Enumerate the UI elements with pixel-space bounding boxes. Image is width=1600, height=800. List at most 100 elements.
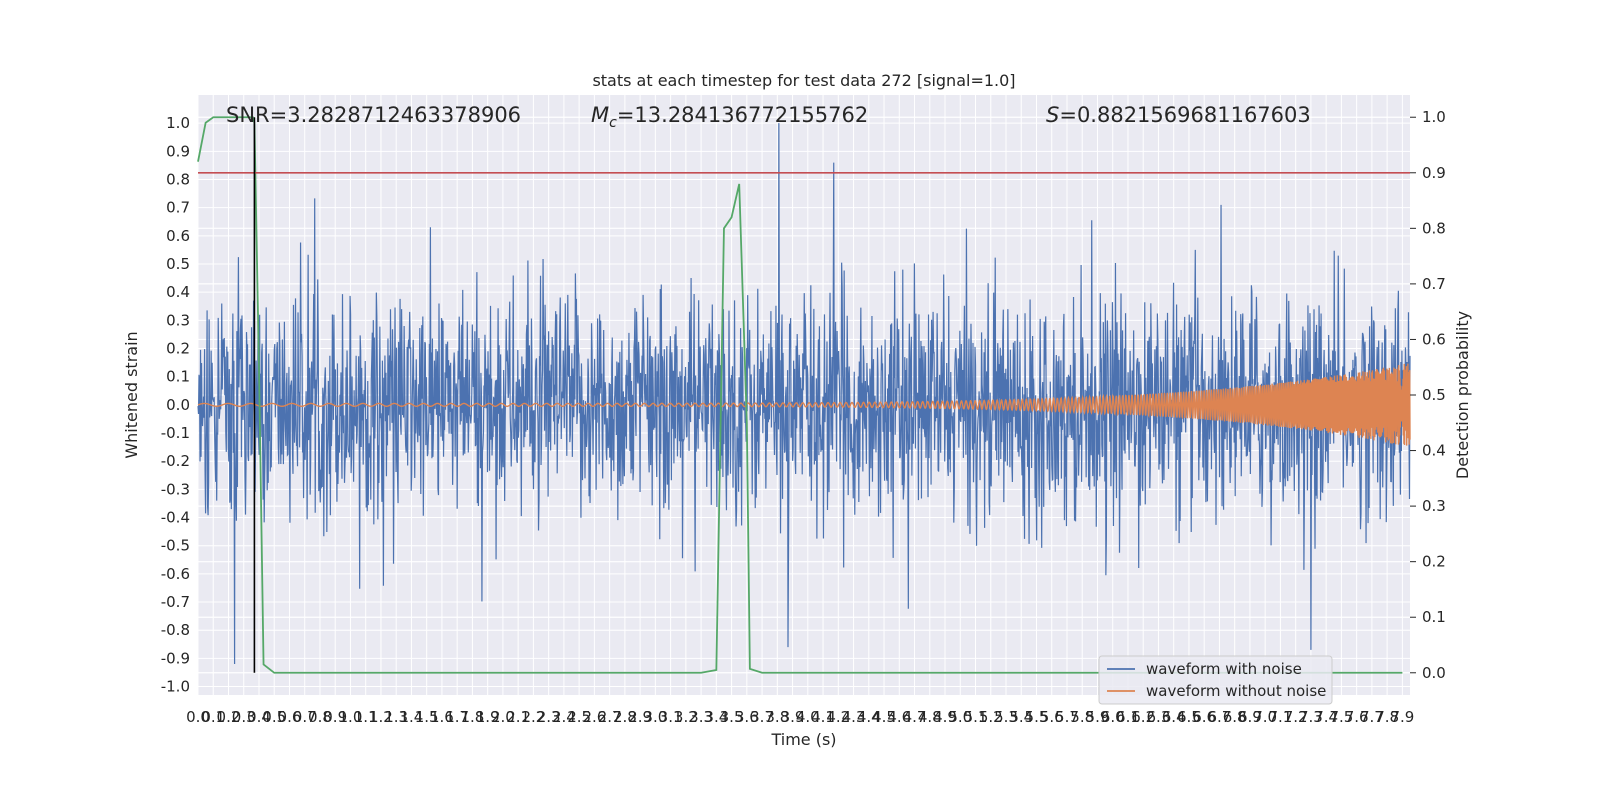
x-tick-label: 1.2: [369, 708, 393, 726]
x-tick-label: 5.8: [1070, 708, 1094, 726]
y-tick-label-right: 0.8: [1422, 219, 1446, 237]
y-tick-label-left: -0.2: [161, 452, 190, 470]
s-value: =0.8821569681167603: [1059, 103, 1310, 127]
y-tick-label-left: 0.5: [166, 255, 190, 273]
y-axis-label-left: Whitened strain: [122, 331, 141, 458]
x-tick-label: 6.1: [1116, 708, 1140, 726]
legend-box: [1098, 655, 1333, 705]
x-tick-label: 1.6: [430, 708, 454, 726]
x-tick-label: 2.1: [506, 708, 530, 726]
x-tick-label: 1.3: [384, 708, 408, 726]
x-tick-label: 0.1: [201, 708, 225, 726]
x-tick-label: 0.0: [186, 708, 210, 726]
x-tick-label: 5.3: [994, 708, 1018, 726]
x-tick-label: 3.5: [720, 708, 744, 726]
x-tick-label: 4.4: [857, 708, 881, 726]
y-tick-label-left: 0.8: [166, 171, 190, 189]
y-tick-label-left: -0.5: [161, 537, 190, 555]
x-tick-label: 2.7: [598, 708, 622, 726]
series-waveform-without-noise: [197, 363, 1411, 446]
x-tick-label: 3.4: [704, 708, 728, 726]
x-tick-label: 6.2: [1131, 708, 1155, 726]
x-tick-label: 0.3: [232, 708, 256, 726]
y-tick-label-right: 0.6: [1422, 330, 1446, 348]
x-tick-label: 0.7: [293, 708, 317, 726]
x-tick-label: 3.1: [659, 708, 683, 726]
x-tick-label: 2.4: [552, 708, 576, 726]
x-tick-label: 7.6: [1345, 708, 1369, 726]
x-axis-label: Time (s): [770, 730, 836, 749]
chirp-mass-subscript: c: [609, 115, 617, 131]
x-tick-label: 4.3: [842, 708, 866, 726]
x-tick-label: 3.8: [765, 708, 789, 726]
x-tick-label: 7.0: [1253, 708, 1277, 726]
x-tick-label: 7.3: [1299, 708, 1323, 726]
x-tick-label: 7.4: [1314, 708, 1338, 726]
x-tick-label: 7.1: [1268, 708, 1292, 726]
x-tick-label: 6.0: [1101, 708, 1125, 726]
x-tick-label: 2.6: [582, 708, 606, 726]
x-tick-label: 1.9: [476, 708, 500, 726]
x-tick-label: 6.4: [1162, 708, 1186, 726]
y-tick-label-left: -0.1: [161, 424, 190, 442]
reference-lines: [198, 117, 1410, 673]
x-tick-label: 5.4: [1009, 708, 1033, 726]
waveform-with-noise-line: [197, 123, 1411, 665]
y-tick-label-right: 1.0: [1422, 108, 1446, 126]
x-tick-label: 6.9: [1238, 708, 1262, 726]
axes: 0.00.10.20.30.40.50.60.70.80.91.01.11.21…: [161, 108, 1446, 726]
x-tick-label: 5.7: [1055, 708, 1079, 726]
x-tick-label: 5.1: [964, 708, 988, 726]
y-tick-label-right: 0.9: [1422, 164, 1446, 182]
s-symbol: S: [1046, 103, 1059, 127]
y-tick-label-left: 0.2: [166, 340, 190, 358]
chirp-mass-annotation: Mc=13.284136772155762: [591, 103, 868, 131]
y-tick-label-right: 0.7: [1422, 275, 1446, 293]
x-tick-label: 6.6: [1192, 708, 1216, 726]
x-tick-label: 0.5: [262, 708, 286, 726]
y-tick-label-right: 0.3: [1422, 497, 1446, 515]
x-tick-label: 5.9: [1086, 708, 1110, 726]
x-tick-label: 6.5: [1177, 708, 1201, 726]
chirp-mass-value: =13.284136772155762: [617, 103, 868, 127]
series-detection-probability: [197, 116, 1403, 674]
y-tick-label-left: -0.8: [161, 621, 190, 639]
x-tick-label: 0.2: [217, 708, 241, 726]
chart-title: stats at each timestep for test data 272…: [592, 71, 1015, 90]
x-tick-label: 4.9: [933, 708, 957, 726]
x-tick-label: 6.7: [1208, 708, 1232, 726]
legend-entry-with-noise: waveform with noise: [1146, 660, 1302, 678]
x-tick-label: 1.1: [354, 708, 378, 726]
waveform-without-noise-line: [197, 363, 1411, 446]
y-tick-label-left: -1.0: [161, 678, 190, 696]
y-tick-label-right: 0.2: [1422, 553, 1446, 571]
x-tick-label: 1.0: [339, 708, 363, 726]
x-tick-label: 2.5: [567, 708, 591, 726]
s-annotation: S=0.8821569681167603: [1046, 103, 1311, 127]
y-tick-label-right: 0.4: [1422, 442, 1446, 460]
y-tick-label-left: 0.9: [166, 142, 190, 160]
y-tick-label-right: 0.0: [1422, 664, 1446, 682]
y-tick-label-left: 0.1: [166, 368, 190, 386]
x-tick-label: 2.3: [537, 708, 561, 726]
x-tick-label: 4.1: [811, 708, 835, 726]
chirp-mass-symbol: M: [591, 103, 609, 127]
y-tick-label-left: 0.4: [166, 283, 190, 301]
x-tick-label: 5.2: [979, 708, 1003, 726]
x-tick-label: 4.0: [796, 708, 820, 726]
x-tick-label: 4.8: [918, 708, 942, 726]
y-tick-label-left: -0.9: [161, 649, 190, 667]
y-tick-label-left: 0.6: [166, 227, 190, 245]
series-waveform-with-noise: [197, 123, 1411, 665]
x-tick-label: 3.0: [643, 708, 667, 726]
x-tick-label: 7.7: [1360, 708, 1384, 726]
x-tick-label: 2.8: [613, 708, 637, 726]
x-tick-label: 3.2: [674, 708, 698, 726]
x-tick-label: 6.3: [1147, 708, 1171, 726]
x-tick-label: 3.3: [689, 708, 713, 726]
x-tick-label: 0.4: [247, 708, 271, 726]
y-tick-label-left: -0.4: [161, 509, 190, 527]
x-tick-label: 7.8: [1375, 708, 1399, 726]
y-tick-label-left: 0.7: [166, 199, 190, 217]
y-tick-label-right: 0.5: [1422, 386, 1446, 404]
